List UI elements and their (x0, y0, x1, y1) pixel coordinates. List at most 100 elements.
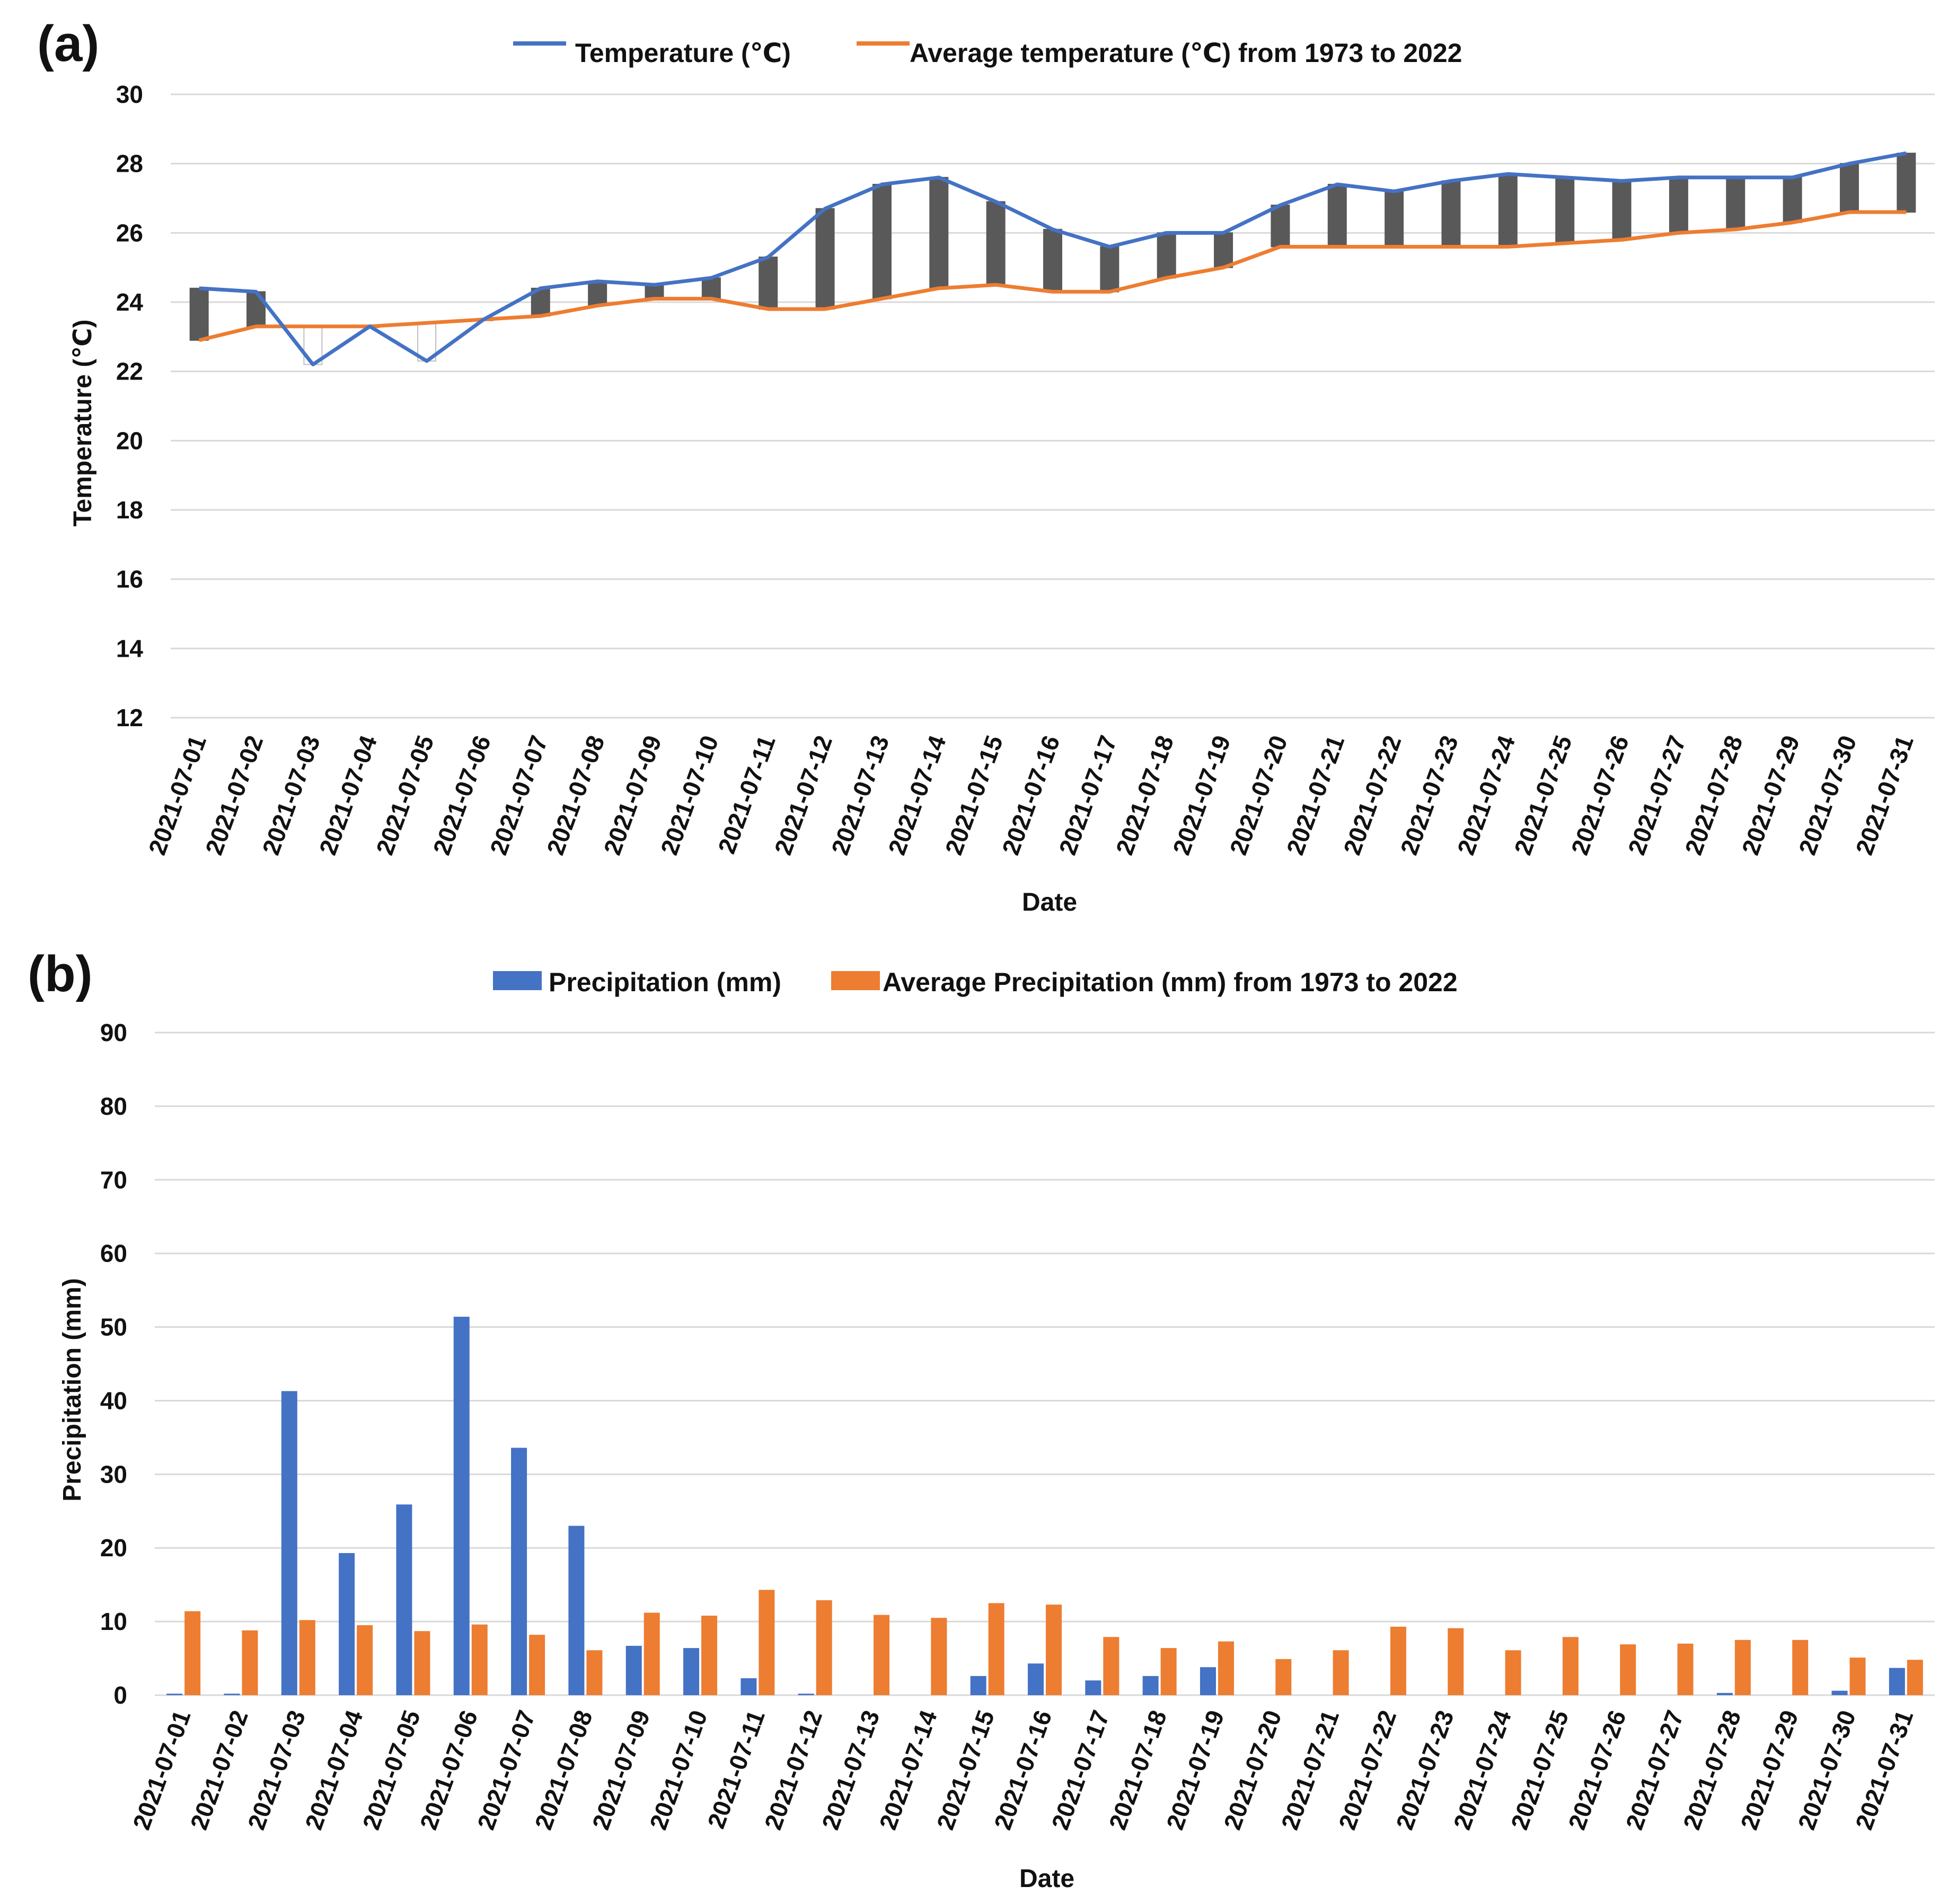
panel-a-legend: Temperature (℃) Average temperature (℃) … (513, 38, 1462, 68)
legend-average-precipitation-label: Average Precipitation (mm) from 1973 to … (883, 967, 1458, 997)
panel-a-y-axis-title: Temperature (℃) (69, 320, 97, 527)
precipitation-bar (683, 1648, 700, 1695)
precipitation-bar (625, 1645, 642, 1695)
y-tick-label: 16 (116, 566, 143, 593)
up-bar (1783, 177, 1802, 223)
x-tick-label: 2021-07-20 (1218, 1707, 1286, 1834)
x-tick-label: 2021-07-02 (200, 732, 268, 859)
up-bar (1726, 177, 1746, 230)
up-bar (1897, 153, 1916, 213)
panel-a-x-axis-title: Date (1022, 888, 1077, 916)
x-tick-label: 2021-07-10 (644, 1707, 712, 1834)
precipitation-bar (970, 1676, 986, 1695)
panel-b-y-tick-labels: 0 10 20 30 40 50 60 70 80 90 (100, 1019, 127, 1709)
x-tick-label: 2021-07-29 (1736, 732, 1805, 859)
x-tick-label: 2021-07-31 (1850, 1707, 1918, 1834)
x-tick-label: 2021-07-07 (472, 1707, 540, 1834)
y-tick-label: 30 (116, 81, 143, 108)
precipitation-bar (224, 1694, 240, 1695)
x-tick-label: 2021-07-10 (655, 732, 724, 859)
up-bar (701, 277, 721, 299)
up-bar (1157, 232, 1176, 279)
panel-b-x-tick-labels: 2021-07-012021-07-022021-07-032021-07-04… (127, 1706, 1918, 1833)
x-tick-label: 2021-07-04 (299, 1706, 368, 1833)
precipitation-bar (281, 1391, 297, 1695)
x-tick-label: 2021-07-03 (257, 732, 325, 859)
x-tick-label: 2021-07-31 (1850, 732, 1918, 859)
x-tick-label: 2021-07-25 (1509, 732, 1577, 859)
average-precipitation-bar (1448, 1628, 1464, 1695)
panel-b-precipitation-chart: (b) Precipitation (mm) Average Precipita… (28, 946, 1935, 1893)
x-tick-label: 2021-07-11 (702, 1707, 770, 1832)
average-precipitation-bar (529, 1635, 545, 1695)
precipitation-bar (396, 1504, 412, 1695)
panel-b-y-axis-title: Precipitation (mm) (58, 1278, 86, 1501)
panel-a-x-tick-labels: 2021-07-012021-07-022021-07-032021-07-04… (143, 731, 1919, 858)
x-tick-label: 2021-07-21 (1281, 732, 1350, 859)
average-precipitation-bar (1677, 1643, 1694, 1695)
x-tick-label: 2021-07-18 (1110, 732, 1179, 859)
average-precipitation-bar (1562, 1637, 1579, 1695)
average-precipitation-bar (1218, 1641, 1234, 1695)
average-precipitation-bar (184, 1611, 201, 1695)
x-tick-label: 2021-07-01 (127, 1707, 196, 1834)
x-tick-label: 2021-07-09 (598, 732, 667, 859)
up-bar (1498, 173, 1518, 248)
average-precipitation-bar (414, 1631, 430, 1695)
x-tick-label: 2021-07-22 (1333, 1707, 1401, 1834)
x-tick-label: 2021-07-25 (1505, 1707, 1574, 1834)
y-tick-label: 90 (100, 1019, 127, 1046)
average-precipitation-bar (1390, 1626, 1406, 1695)
average-precipitation-bar (1333, 1650, 1349, 1695)
x-tick-label: 2021-07-17 (1053, 732, 1122, 859)
precipitation-bar (453, 1317, 470, 1695)
x-tick-label: 2021-07-08 (529, 1707, 597, 1834)
up-bar (1043, 228, 1062, 293)
panel-b-legend: Precipitation (mm) Average Precipitation… (493, 967, 1458, 997)
average-precipitation-bar (701, 1616, 718, 1695)
up-bar (645, 284, 664, 299)
x-tick-label: 2021-07-01 (143, 732, 211, 859)
x-tick-label: 2021-07-09 (587, 1707, 655, 1834)
legend-temperature-label: Temperature (℃) (575, 38, 791, 68)
y-tick-label: 80 (100, 1092, 127, 1120)
x-tick-label: 2021-07-28 (1678, 1707, 1746, 1834)
average-precipitation-bar (357, 1625, 373, 1695)
precipitation-bar (568, 1526, 585, 1695)
panel-a-series-lines (198, 151, 1907, 367)
x-tick-label: 2021-07-11 (712, 732, 780, 858)
x-tick-label: 2021-07-03 (242, 1707, 311, 1834)
y-tick-label: 28 (116, 150, 143, 178)
up-bar (986, 201, 1006, 286)
precipitation-bar (1889, 1668, 1905, 1695)
x-tick-label: 2021-07-26 (1566, 732, 1634, 859)
x-tick-label: 2021-07-06 (428, 732, 496, 859)
x-tick-label: 2021-07-13 (826, 732, 894, 859)
average-precipitation-bar (1620, 1644, 1636, 1695)
x-tick-label: 2021-07-07 (484, 732, 553, 859)
average-precipitation-bar (471, 1624, 488, 1695)
average-precipitation-bar (1505, 1650, 1521, 1695)
y-tick-label: 22 (116, 358, 143, 385)
x-tick-label: 2021-07-26 (1563, 1707, 1631, 1834)
x-tick-label: 2021-07-16 (989, 1707, 1057, 1834)
up-bar (1555, 177, 1575, 244)
temperature-line (199, 151, 1907, 367)
y-tick-label: 20 (100, 1534, 127, 1562)
x-tick-label: 2021-07-18 (1104, 1707, 1172, 1834)
up-bar (1100, 246, 1119, 293)
x-tick-label: 2021-07-04 (314, 731, 382, 858)
precipitation-bar (798, 1694, 814, 1695)
x-tick-label: 2021-07-21 (1276, 1707, 1344, 1834)
average-precipitation-bar (1734, 1639, 1751, 1695)
average-precipitation-bar (874, 1615, 890, 1695)
x-tick-label: 2021-07-27 (1623, 732, 1691, 859)
x-tick-label: 2021-07-23 (1390, 1707, 1459, 1834)
average-precipitation-bar (988, 1603, 1004, 1695)
y-tick-label: 0 (113, 1681, 127, 1709)
y-tick-label: 40 (100, 1387, 127, 1414)
y-tick-label: 60 (100, 1240, 127, 1267)
x-tick-label: 2021-07-14 (874, 1706, 942, 1833)
legend-precipitation-label: Precipitation (mm) (549, 967, 781, 997)
x-tick-label: 2021-07-22 (1338, 732, 1406, 859)
